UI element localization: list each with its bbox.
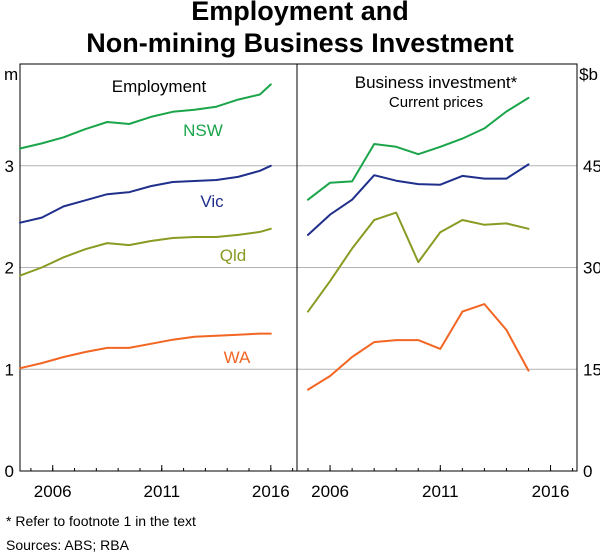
- y-tick-label-0-3: 3: [5, 157, 14, 176]
- chart-title-line1: Employment and: [191, 0, 409, 26]
- series-label-nsw: NSW: [183, 121, 223, 140]
- series-line-0-nsw: [19, 83, 272, 150]
- right-panel-title: Business investment*: [355, 73, 518, 92]
- series-label-qld: Qld: [220, 246, 246, 265]
- x-tick-label-0-2011: 2011: [143, 482, 180, 501]
- y-tick-label-1-15: 15: [583, 360, 600, 379]
- chart-title-line2: Non-mining Business Investment: [86, 28, 514, 58]
- x-tick-label-1-2011: 2011: [422, 482, 459, 501]
- y-tick-label-1-0: 0: [583, 462, 592, 481]
- series-line-1-vic: [307, 163, 530, 236]
- y-tick-label-1-45: 45: [583, 157, 600, 176]
- y-tick-label-0-1: 1: [5, 360, 14, 379]
- footnote: * Refer to footnote 1 in the text: [6, 513, 196, 529]
- series-line-0-vic: [19, 164, 272, 224]
- x-tick-label-1-2006: 2006: [311, 482, 349, 501]
- series-line-1-qld: [307, 211, 530, 313]
- plot-frame: [19, 63, 578, 472]
- series-line-0-wa: [19, 332, 272, 370]
- right-panel-subtitle: Current prices: [389, 94, 483, 111]
- y-tick-label-1-30: 30: [583, 259, 600, 278]
- right-y-axis-unit: $b: [579, 65, 598, 84]
- series-line-1-nsw: [307, 96, 530, 201]
- series-label-vic: Vic: [200, 192, 224, 211]
- sources: Sources: ABS; RBA: [6, 537, 130, 553]
- left-y-axis-unit: m: [4, 65, 18, 84]
- tick-labels: 0 1 2 3 2006 2011 2016 0 15 30 45 2006 2011 2016: [5, 157, 600, 501]
- series-label-wa: WA: [224, 348, 251, 367]
- x-tick-label-0-2016: 2016: [252, 482, 290, 501]
- left-panel-title: Employment: [112, 77, 207, 96]
- series-lines: [19, 83, 530, 391]
- series-line-1-wa: [307, 303, 530, 391]
- y-tick-label-0-0: 0: [5, 462, 14, 481]
- series-line-0-qld: [19, 227, 272, 277]
- x-tick-label-0-2006: 2006: [34, 482, 72, 501]
- x-tick-label-1-2016: 2016: [532, 482, 570, 501]
- gridlines: [20, 165, 577, 370]
- y-tick-label-0-2: 2: [5, 259, 14, 278]
- axis-ticks: [30, 465, 574, 471]
